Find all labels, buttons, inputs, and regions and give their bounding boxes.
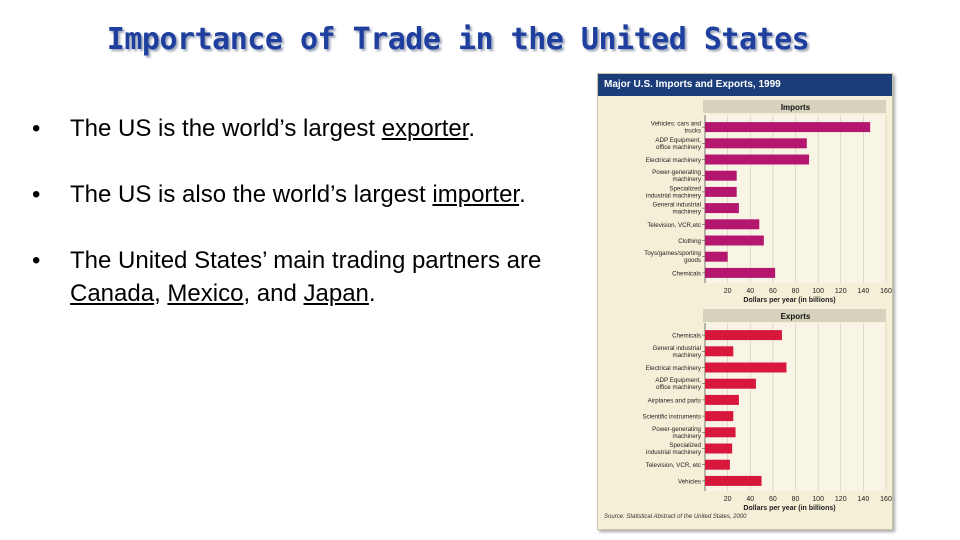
import-category-label: machinery [672,209,701,216]
bullet-text: The US is the world’s largest [70,115,382,142]
bullet-emphasis: exporter [381,115,469,142]
import-x-tick-label: 140 [858,288,870,295]
bullet-list: • The US is the world’s largest exporter… [30,112,550,310]
bullet-punct: . [468,115,476,142]
export-category-label: industrial machinery [646,449,702,456]
bullet-emphasis: Canada [70,280,155,307]
import-x-tick-label: 40 [746,288,754,295]
import-category-label: Television, VCR,etc [647,222,701,229]
export-bar [705,362,787,373]
export-bar [705,443,733,454]
export-bar [705,378,756,389]
export-x-tick-label: 120 [835,496,847,503]
import-category-label: Specialized [669,185,701,192]
import-bar [705,219,760,230]
export-category-label: Scientific instruments [643,414,701,421]
export-category-label: Specialized [669,442,701,449]
import-category-label: machinery [672,176,701,183]
import-bar [705,170,737,181]
import-x-tick-label: 80 [792,288,800,295]
export-x-tick-label: 60 [769,496,777,503]
import-x-tick-label: 20 [724,288,732,295]
export-category-label: Power-generating [652,426,701,433]
import-bar [705,203,739,214]
export-header-band [703,309,886,322]
import-category-label: Chemicals [672,270,701,277]
export-bar [705,427,736,438]
import-x-tick-label: 120 [835,288,847,295]
export-x-axis-label: Dollars per year (in billions) [743,505,835,512]
bullet-item: • The US is also the world’s largest imp… [30,178,550,211]
export-bar [705,459,730,470]
bullet-text: The US is also the world’s largest [70,181,433,208]
export-category-label: machinery [672,433,701,440]
export-x-tick-label: 40 [746,496,754,503]
bullet-text: The United States’ main trading partners… [70,247,542,274]
export-bar [705,411,734,422]
export-category-label: ADP Equipment, [655,377,701,384]
import-category-label: General industrial [653,202,702,209]
bullet-punct: . [519,181,526,208]
export-bar [705,394,739,405]
export-category-label: Television, VCR, etc [646,462,701,469]
bullet-sep: , and [243,280,304,307]
import-category-label: Clothing [678,238,701,245]
export-x-tick-label: 140 [858,496,870,503]
bullet-emphasis: Mexico [167,280,244,307]
import-bar [705,267,776,278]
export-category-label: Electrical machinery [646,365,702,372]
import-x-tick-label: 60 [769,288,777,295]
import-category-label: Electrical machinery [646,157,702,164]
import-bar [705,186,737,197]
chart-panel: Imports Vehicles: cars and trucks ADP Equip… [597,73,893,530]
import-bar [705,138,807,149]
import-category-label: industrial machinery [646,192,702,199]
import-bar [705,251,728,262]
bullet-dot: • [32,247,41,274]
bullet-emphasis: importer [432,181,520,208]
import-category-label: Vehicles: cars and [651,121,702,128]
export-category-label: Airplanes and parts [648,397,701,404]
import-category-label: ADP Equipment, [655,137,701,144]
export-category-label: Chemicals [672,333,701,340]
export-x-tick-label: 80 [792,496,800,503]
export-x-tick-label: 160 [880,496,892,503]
export-x-tick-label: 100 [812,496,824,503]
bullet-dot: • [32,115,41,142]
import-bar [705,235,764,246]
export-category-label: machinery [672,352,701,359]
bullet-punct: . [368,280,376,307]
import-x-tick-label: 100 [812,288,824,295]
import-category-label: office machinery [656,144,702,151]
bullet-item: • The United States’ main trading partne… [30,244,550,310]
import-header-band [703,100,886,113]
export-x-tick-label: 20 [724,496,732,503]
import-subtitle: Imports [781,103,811,112]
bullet-sep: , [154,280,168,307]
export-category-label: General industrial [653,345,702,352]
slide-title: Importance of Trade in the United States [106,22,810,57]
import-category-label: Toys/games/sporting [644,250,701,257]
bullet-item: • The US is the world’s largest exporter… [30,112,550,145]
export-subtitle: Exports [781,312,811,321]
bullet-emphasis: Japan [303,280,369,307]
import-x-axis-label: Dollars per year (in billions) [743,297,835,304]
import-category-label: goods [684,257,701,264]
bullet-dot: • [32,181,41,208]
import-category-label: Power-generating [652,169,701,176]
export-bar [705,346,734,357]
chart-title: Major U.S. Imports and Exports, 1999 [598,74,892,96]
chart-source: Source: Statistical Abstract of the Unit… [604,514,747,520]
export-category-label: Vehicles [678,478,701,485]
import-bar [705,122,871,133]
import-category-label: trucks [684,128,701,135]
import-bar [705,154,810,165]
export-bar [705,475,762,486]
import-x-tick-label: 160 [880,288,892,295]
export-bar [705,330,782,341]
export-category-label: office machinery [656,384,702,391]
